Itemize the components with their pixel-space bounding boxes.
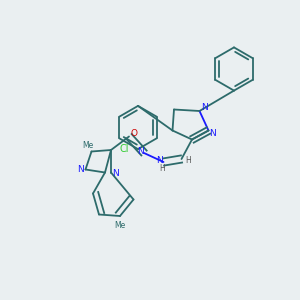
Text: N: N <box>157 156 163 165</box>
Text: N: N <box>78 165 84 174</box>
Text: N: N <box>210 129 216 138</box>
Text: N: N <box>201 103 207 112</box>
Text: Cl: Cl <box>120 144 129 154</box>
Text: Me: Me <box>114 220 126 230</box>
Text: O: O <box>131 129 138 138</box>
Text: H: H <box>185 156 191 165</box>
Text: Me: Me <box>82 141 94 150</box>
Text: N: N <box>112 169 119 178</box>
Text: H: H <box>159 164 165 173</box>
Text: N: N <box>137 147 144 156</box>
